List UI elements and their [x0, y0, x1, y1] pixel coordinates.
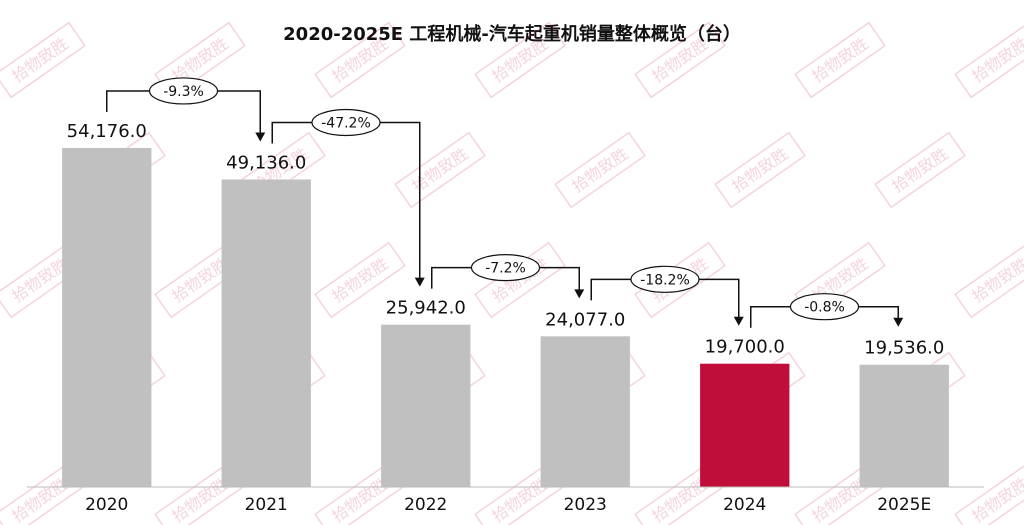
- watermark-box: [954, 241, 1024, 319]
- watermark: 拾物致胜: [954, 21, 1024, 99]
- bar: [540, 336, 630, 487]
- value-label: 49,136.0: [226, 152, 306, 173]
- value-label: 19,700.0: [705, 337, 785, 358]
- watermark: 拾物致胜: [394, 131, 486, 209]
- change-bubble: [311, 108, 381, 137]
- watermark: 拾物致胜: [554, 131, 646, 209]
- value-label: 24,077.0: [545, 309, 625, 330]
- change-bubble: [630, 265, 700, 293]
- watermark-box: [474, 21, 566, 99]
- chart-title: 2020-2025E 工程机械-汽车起重机销量整体概览（台）: [283, 23, 741, 45]
- change-label: -0.8%: [804, 300, 845, 316]
- watermark-box: [714, 131, 806, 209]
- change-label: -7.2%: [485, 261, 526, 277]
- watermark-text: 拾物致胜: [568, 144, 631, 196]
- arrow-head: [733, 316, 744, 326]
- watermark-box: [634, 21, 726, 99]
- change-label: -47.2%: [321, 115, 371, 131]
- x-tick-label: 2023: [564, 495, 607, 515]
- watermark-box: [954, 461, 1024, 525]
- watermark: 拾物致胜: [874, 131, 966, 209]
- change-label: -9.3%: [163, 84, 204, 100]
- watermark-box: [394, 131, 486, 209]
- watermark-box: [874, 131, 966, 209]
- bar: [859, 364, 949, 487]
- change-bubble: [789, 293, 860, 321]
- bar: [62, 147, 152, 487]
- change-bubble: [148, 77, 219, 105]
- watermark-text: 拾物致胜: [328, 254, 391, 306]
- x-tick-label: 2025E: [877, 495, 931, 515]
- arrow-head: [255, 132, 266, 142]
- x-tick-label: 2022: [404, 495, 447, 515]
- watermark-text: 拾物致胜: [728, 144, 791, 196]
- x-tick-label: 2024: [723, 495, 766, 515]
- bar: [700, 363, 790, 487]
- watermark-box: [314, 241, 406, 319]
- bar: [381, 324, 471, 487]
- arrow-head: [574, 289, 585, 299]
- watermark-text: 拾物致胜: [8, 34, 71, 86]
- bar: [221, 179, 311, 487]
- change-label: -18.2%: [640, 272, 690, 288]
- watermark: 拾物致胜: [0, 21, 86, 99]
- value-label: 25,942.0: [386, 298, 466, 319]
- watermark-box: [554, 131, 646, 209]
- watermark: 拾物致胜: [794, 21, 886, 99]
- watermark-box: [0, 21, 86, 99]
- value-label: 54,176.0: [67, 121, 147, 142]
- arrow-head: [414, 277, 425, 287]
- watermark-box: [314, 21, 406, 99]
- watermark: 拾物致胜: [714, 131, 806, 209]
- x-tick-label: 2021: [245, 495, 288, 515]
- watermark: 拾物致胜: [954, 461, 1024, 525]
- watermark-text: 拾物致胜: [808, 34, 871, 86]
- watermark-text: 拾物致胜: [408, 144, 471, 196]
- change-bubble: [470, 254, 541, 282]
- value-label: 19,536.0: [864, 338, 944, 359]
- x-tick-label: 2020: [85, 495, 128, 515]
- arrow-head: [893, 317, 904, 327]
- watermark-box: [794, 21, 886, 99]
- watermark: 拾物致胜: [954, 241, 1024, 319]
- watermark-box: [954, 21, 1024, 99]
- watermark-text: 拾物致胜: [888, 144, 951, 196]
